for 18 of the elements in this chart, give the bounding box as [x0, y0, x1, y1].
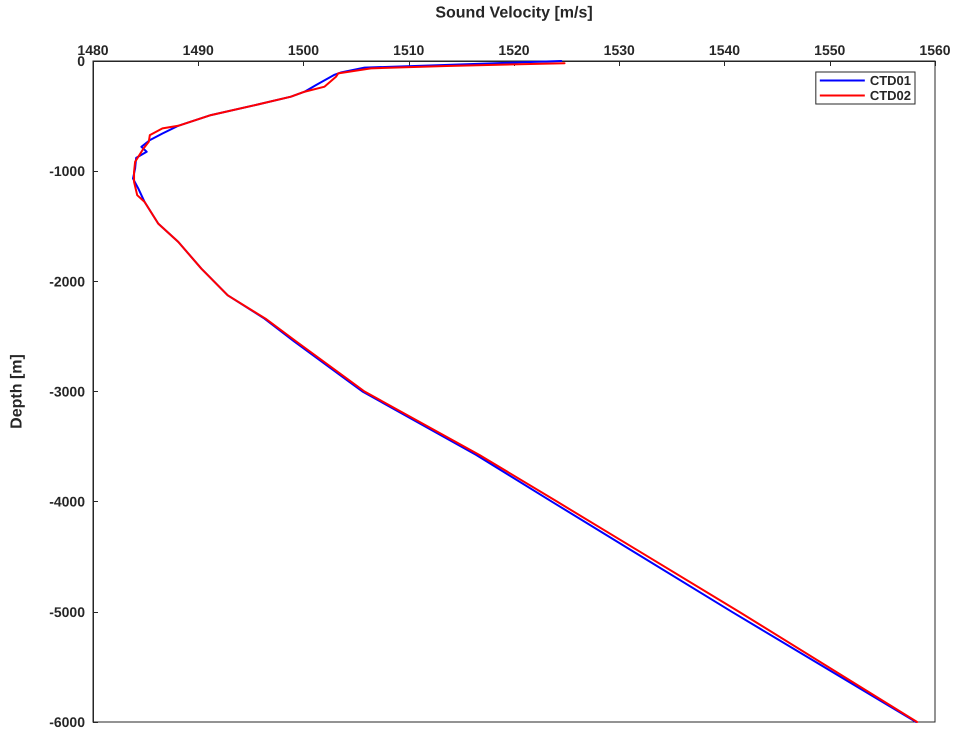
x-tick-label: 1500	[288, 42, 320, 58]
x-axis-title: Sound Velocity [m/s]	[435, 4, 593, 22]
y-tick-label: -2000	[49, 273, 86, 290]
y-tick-label: -5000	[49, 604, 86, 620]
x-tick-label: 1560	[919, 42, 951, 58]
x-tick-label: 1530	[604, 42, 636, 58]
x-tick-label: 1550	[814, 42, 846, 58]
y-tick-label: -4000	[49, 494, 86, 510]
y-tick-label: -3000	[49, 384, 86, 400]
x-tick-label: 1520	[498, 42, 530, 58]
x-tick-label: 1510	[393, 42, 425, 58]
y-tick-label: -6000	[49, 714, 86, 730]
legend-label: CTD01	[870, 73, 912, 88]
legend-label: CTD02	[870, 88, 912, 103]
x-tick-label: 1540	[708, 42, 740, 58]
y-axis-title: Depth [m]	[8, 354, 26, 429]
x-tick-label: 1490	[182, 42, 214, 58]
y-tick-label: -1000	[49, 163, 86, 180]
